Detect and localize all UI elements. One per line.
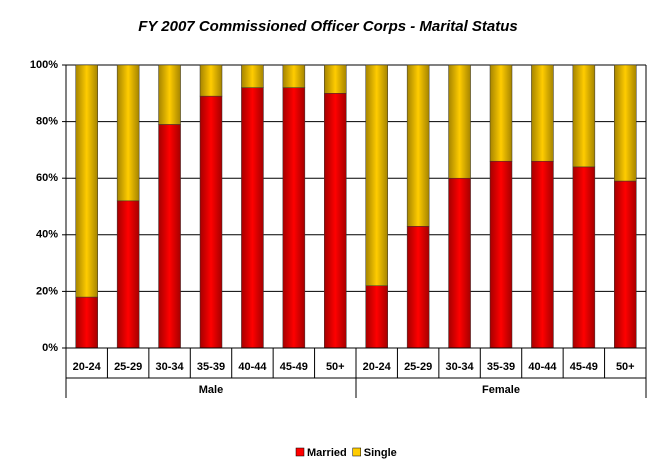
legend-label: Single — [364, 447, 397, 459]
chart-title: FY 2007 Commissioned Officer Corps - Mar… — [138, 18, 518, 35]
bar-segment — [241, 64, 264, 88]
group-label: Female — [482, 384, 520, 396]
x-tick-label: 25-29 — [404, 361, 432, 373]
x-tick-label: 40-44 — [528, 361, 557, 373]
bar-segment — [572, 64, 596, 168]
bar-segment — [448, 64, 471, 179]
bar-segment — [406, 64, 430, 227]
bar-segment — [489, 64, 513, 162]
bar-segment — [448, 177, 471, 349]
legend-swatch — [295, 447, 305, 457]
bar-segment — [489, 160, 513, 349]
x-tick-label: 20-24 — [73, 361, 102, 373]
x-tick-label: 35-39 — [487, 361, 515, 373]
x-tick-label: 50+ — [326, 361, 345, 373]
y-tick-label: 40% — [36, 229, 58, 241]
bar-segment — [324, 64, 347, 94]
x-tick-label: 50+ — [616, 361, 635, 373]
y-tick-label: 20% — [36, 285, 58, 297]
x-tick-label: 35-39 — [197, 361, 225, 373]
bar-segment — [116, 200, 140, 349]
bar-segment — [199, 64, 223, 97]
y-tick-label: 100% — [30, 59, 58, 71]
bar-segment — [531, 160, 554, 349]
bar-segment — [324, 93, 347, 349]
legend-label: Married — [307, 447, 347, 459]
legend-swatch — [352, 447, 361, 457]
x-tick-label: 25-29 — [114, 361, 142, 373]
y-tick-label: 60% — [36, 172, 58, 184]
bar-segment — [75, 296, 98, 349]
bar-segment — [531, 64, 554, 162]
y-tick-label: 0% — [42, 342, 58, 354]
bar-segment — [406, 226, 430, 349]
x-tick-label: 45-49 — [280, 361, 308, 373]
bar-segment — [572, 166, 596, 349]
x-tick-label: 40-44 — [238, 361, 267, 373]
x-tick-label: 20-24 — [363, 361, 392, 373]
bar-segment — [158, 64, 181, 125]
bar-segment — [282, 87, 306, 349]
bar-segment — [158, 124, 181, 349]
bar-segment — [365, 285, 388, 349]
bar-segment — [614, 64, 637, 182]
x-tick-label: 45-49 — [570, 361, 598, 373]
bar-segment — [282, 64, 306, 88]
bar-segment — [365, 64, 388, 286]
y-tick-label: 80% — [36, 116, 58, 128]
bar-segment — [614, 180, 637, 349]
x-tick-label: 30-34 — [446, 361, 475, 373]
x-tick-label: 30-34 — [156, 361, 185, 373]
group-label: Male — [199, 384, 223, 396]
bar-segment — [241, 87, 264, 349]
bar-segment — [116, 64, 140, 202]
bar-segment — [199, 95, 223, 349]
bar-segment — [75, 64, 98, 298]
